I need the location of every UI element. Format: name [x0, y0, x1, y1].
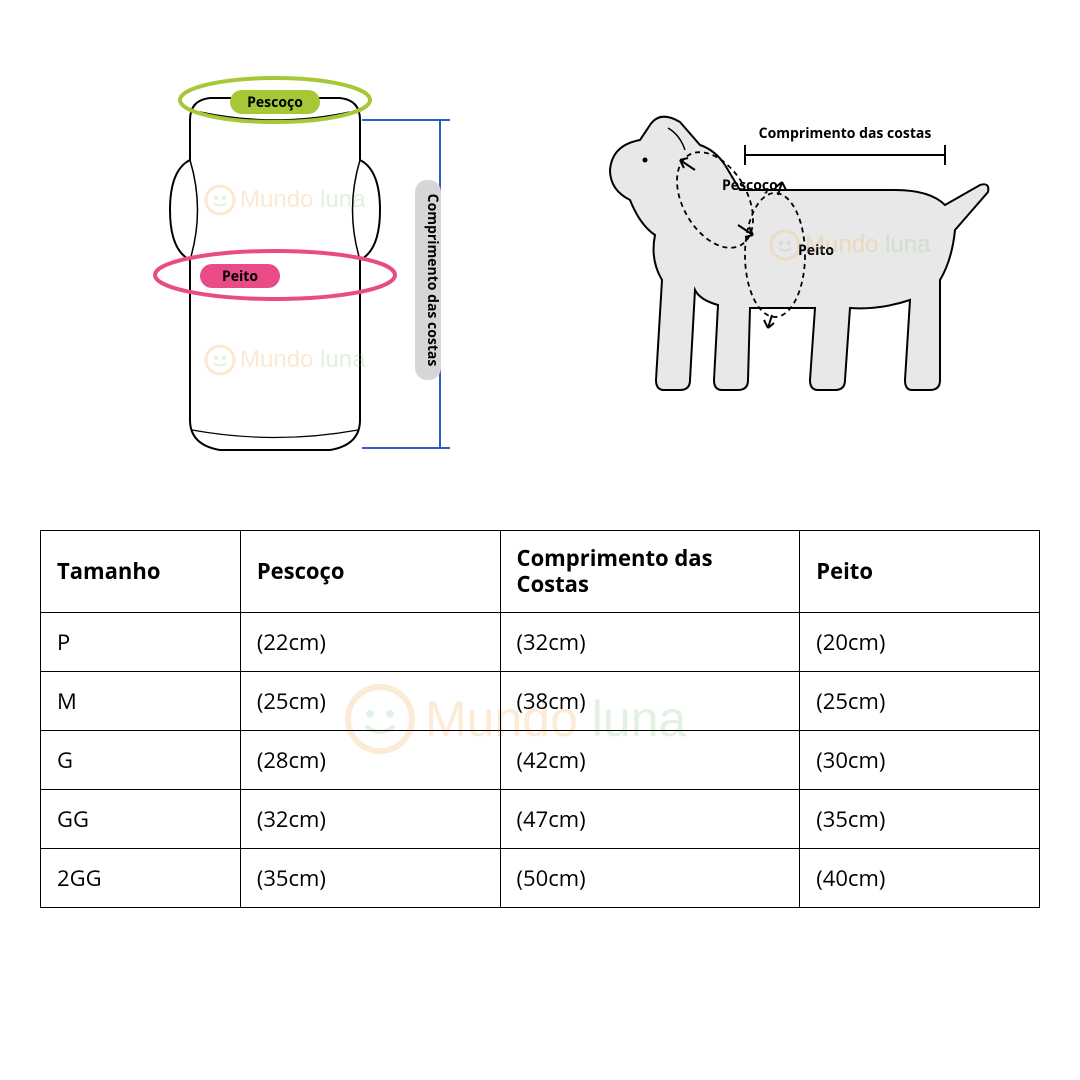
length-label: Comprimento das costas [423, 194, 442, 367]
th-comprimento: Comprimento das Costas [500, 531, 800, 613]
diagram-row: Mundo luna Mundo luna Pescoço [0, 0, 1080, 500]
table-header-row: Tamanho Pescoço Comprimento das Costas P… [41, 531, 1040, 613]
dog-back-label: Comprimento das costas [759, 124, 932, 143]
neck-label: Pescoço [247, 93, 303, 112]
table-row: M (25cm) (38cm) (25cm) [41, 671, 1040, 730]
th-tamanho: Tamanho [41, 531, 241, 613]
table-section: Mundo luna Tamanho Pescoço Comprimento d… [0, 530, 1080, 908]
svg-text:Mundo luna: Mundo luna [240, 346, 366, 373]
table-row: G (28cm) (42cm) (30cm) [41, 730, 1040, 789]
size-table: Tamanho Pescoço Comprimento das Costas P… [40, 530, 1040, 908]
table-row: 2GG (35cm) (50cm) (40cm) [41, 848, 1040, 907]
shirt-diagram: Mundo luna Mundo luna Pescoço [70, 50, 490, 470]
svg-text:Mundo luna: Mundo luna [805, 231, 931, 258]
svg-text:Mundo luna: Mundo luna [240, 186, 366, 213]
chest-label: Peito [222, 267, 258, 286]
dog-neck-label: Pescoço [722, 176, 778, 195]
th-pescoco: Pescoço [240, 531, 500, 613]
th-peito: Peito [800, 531, 1040, 613]
table-row: GG (32cm) (47cm) (35cm) [41, 789, 1040, 848]
dog-diagram: Comprimento das costas Pescoço Peito Mun… [550, 50, 1010, 470]
table-row: P (22cm) (32cm) (20cm) [41, 612, 1040, 671]
